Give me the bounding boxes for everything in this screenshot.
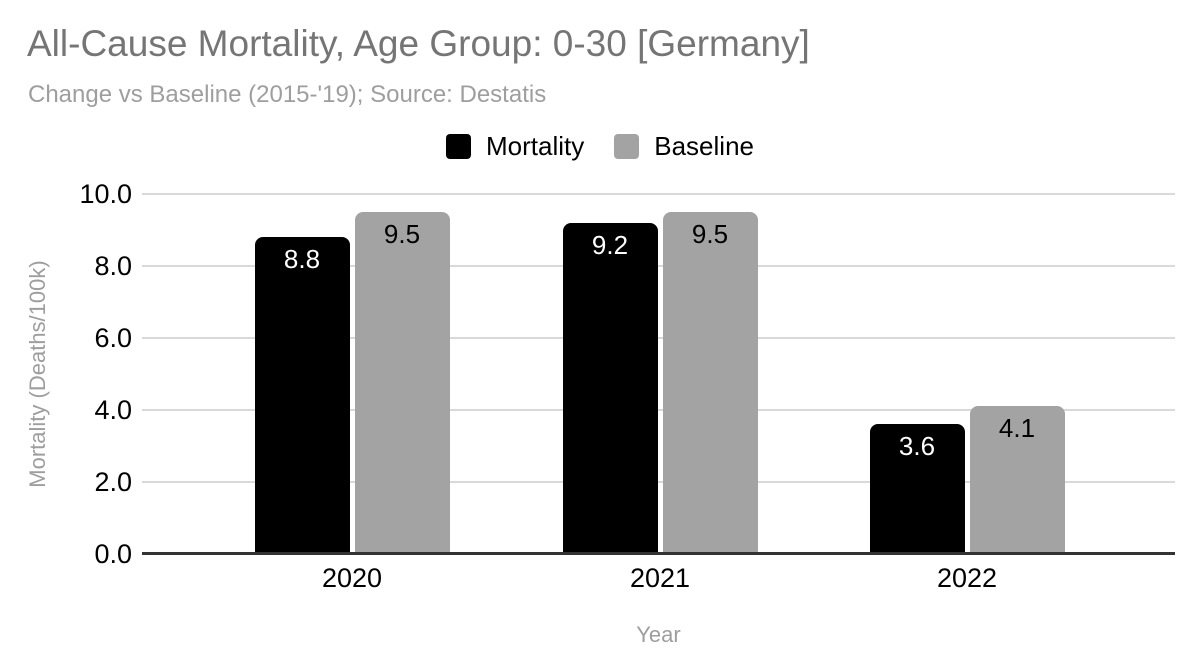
y-tick-label-8.0: 8.0: [94, 251, 132, 281]
chart-subtitle: Change vs Baseline (2015-'19); Source: D…: [28, 81, 547, 108]
y-tick-label-0.0: 0.0: [94, 539, 132, 569]
bar-value-label-baseline-2020: 9.5: [383, 219, 421, 249]
legend-label: Mortality: [486, 131, 585, 161]
legend: Mortality Baseline: [0, 132, 1200, 160]
legend-label: Baseline: [654, 131, 754, 161]
bar-value-label-mortality-2020: 8.8: [283, 244, 321, 275]
gridline-4.0: [142, 409, 1175, 411]
bar-mortality-2021: [562, 222, 658, 554]
x-axis-line: [142, 552, 1175, 555]
y-tick-label-10.0: 10.0: [79, 179, 132, 209]
bar-value-label-baseline-2021: 9.5: [691, 219, 729, 249]
legend-item-mortality: Mortality: [446, 132, 584, 160]
gridline-6.0: [142, 337, 1175, 339]
bar-baseline-2022: [969, 406, 1065, 554]
bar-baseline-2021: [662, 212, 758, 554]
gridline-8.0: [142, 265, 1175, 267]
chart-title: All-Cause Mortality, Age Group: 0-30 [Ge…: [27, 23, 810, 64]
x-tick-label-2021: 2021: [629, 563, 691, 593]
x-axis-title: Year: [636, 622, 681, 647]
gridline-10.0: [142, 193, 1175, 195]
plot-area: 8.8 9.2 3.6 9.5 9.5 4.1: [142, 193, 1175, 555]
bar-baseline-2020: [354, 212, 450, 554]
y-tick-label-6.0: 6.0: [94, 323, 132, 353]
x-tick-label-2020: 2020: [321, 563, 383, 593]
x-tick-label-2022: 2022: [936, 563, 998, 593]
gridline-2.0: [142, 481, 1175, 483]
bar-value-label-baseline-2022: 4.1: [998, 413, 1036, 444]
bar-mortality-2022: [869, 424, 965, 554]
bar-mortality-2020: [254, 237, 350, 554]
bar-value-label-mortality-2021: 9.2: [591, 229, 629, 260]
y-tick-label-2.0: 2.0: [94, 467, 132, 497]
y-tick-label-4.0: 4.0: [94, 395, 132, 425]
legend-swatch-baseline: [614, 133, 640, 159]
legend-swatch-mortality: [446, 133, 471, 159]
bar-value-label-mortality-2022: 3.6: [898, 431, 936, 462]
y-axis-title: Mortality (Deaths/100k): [25, 260, 50, 488]
legend-item-baseline: Baseline: [614, 132, 754, 160]
